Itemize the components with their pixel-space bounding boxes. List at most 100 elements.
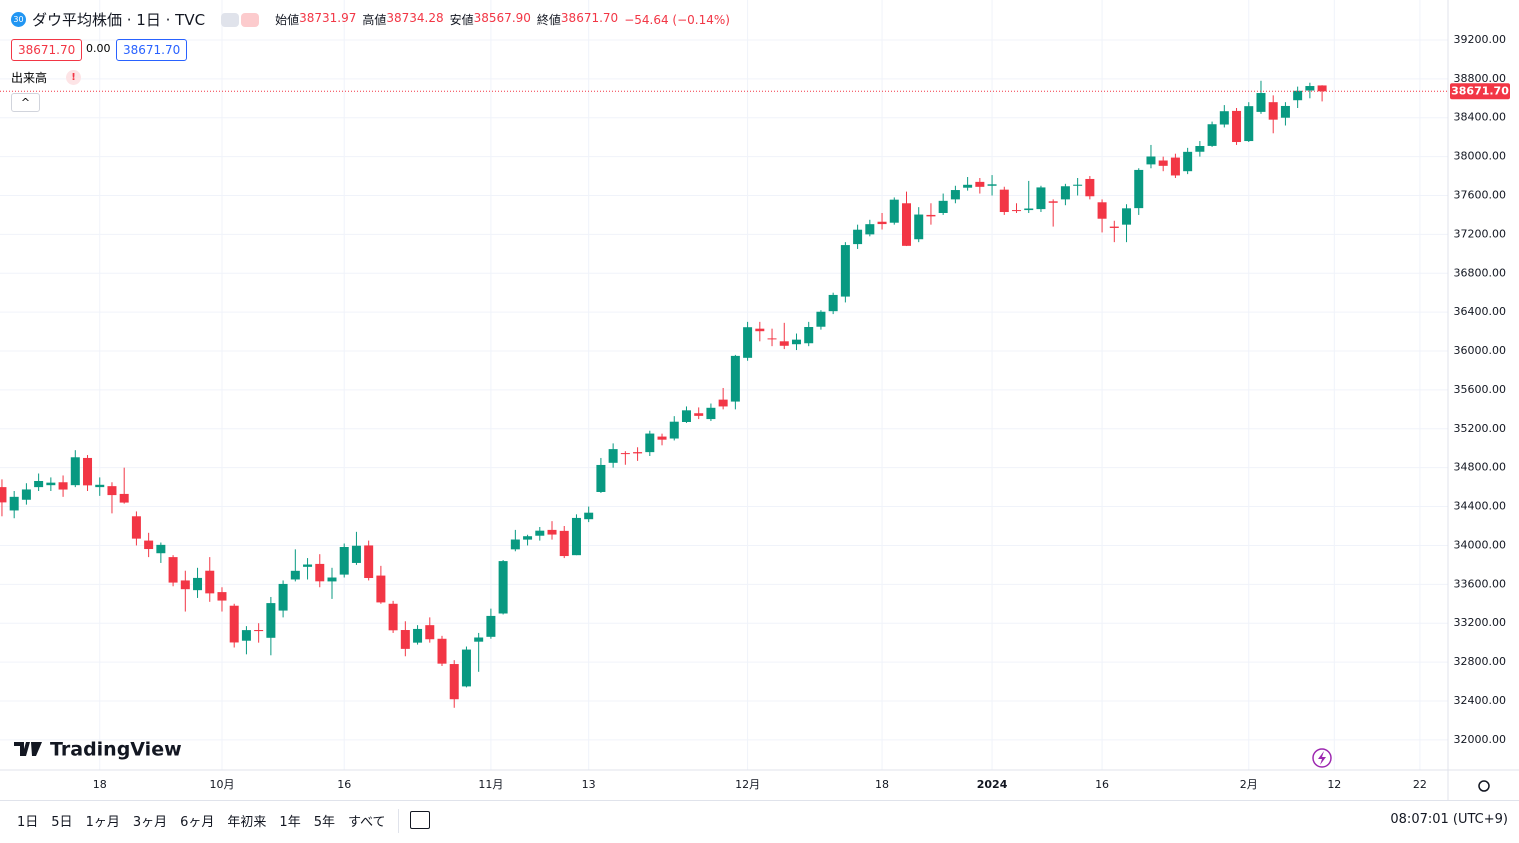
x-tick-label: 2024	[977, 778, 1008, 791]
price-box[interactable]: 38671.70	[116, 39, 188, 61]
candle-body	[1122, 208, 1132, 225]
candle-body	[474, 637, 484, 642]
candle-body	[0, 487, 7, 503]
candle-body	[1036, 187, 1046, 210]
candle-body	[999, 189, 1009, 213]
settings-icon[interactable]	[1478, 780, 1490, 792]
candle-body	[975, 181, 985, 187]
candle-body	[877, 221, 887, 225]
candle-body	[21, 489, 31, 500]
candle-body	[290, 570, 300, 580]
toggle[interactable]	[241, 12, 260, 27]
candle-body	[938, 200, 948, 213]
candle-body	[95, 484, 105, 488]
candle-body	[510, 539, 520, 550]
range-button[interactable]: 1年	[279, 815, 301, 830]
bottom-toolbar: 1日 5日 1ヶ月 3ヶ月 6ヶ月 年初来 1年 5年 すべて 08:07:01 (UTC+9)	[0, 800, 1519, 843]
warning-icon[interactable]: !	[66, 70, 81, 85]
date-range-icon[interactable]	[410, 811, 430, 829]
price-box[interactable]: 38671.70	[11, 39, 83, 61]
candle-body	[596, 464, 606, 492]
ohlc-label: 始値	[275, 13, 300, 27]
candle-body	[1293, 90, 1303, 101]
y-tick-label: 36400.00	[1454, 305, 1507, 318]
x-tick-label: 10月	[209, 778, 234, 791]
x-tick-label: 13	[582, 778, 596, 791]
candle-body	[816, 311, 826, 327]
candle-body	[34, 480, 44, 488]
candle-body	[1256, 93, 1266, 112]
toggle[interactable]	[221, 12, 240, 27]
candle-body	[926, 214, 936, 217]
candle-body	[168, 557, 178, 583]
range-button[interactable]: すべて	[347, 815, 386, 830]
candle-body	[987, 184, 997, 186]
candle-body	[1170, 157, 1180, 176]
candle-body	[376, 575, 386, 603]
lightning-icon[interactable]	[1312, 748, 1332, 768]
symbol-title[interactable]: ダウ平均株価 · 1日 · TVC	[32, 11, 206, 29]
range-buttons: 1日 5日 1ヶ月 3ヶ月 6ヶ月 年初来 1年 5年 すべて	[17, 811, 386, 830]
last-price-label: 38671.70	[1451, 84, 1509, 97]
ohlc-label: 終値	[536, 13, 561, 27]
range-button[interactable]: 6ヶ月	[180, 815, 215, 830]
y-tick-label: 34400.00	[1454, 500, 1507, 513]
candle-body	[1195, 146, 1205, 152]
y-tick-label: 38000.00	[1454, 150, 1507, 163]
candle-body	[828, 294, 838, 312]
candle-body	[608, 449, 618, 463]
range-button[interactable]: 5年	[313, 815, 335, 830]
candle-body	[1317, 85, 1327, 92]
volume-label[interactable]: 出来高	[11, 71, 48, 85]
x-tick-label: 22	[1413, 778, 1427, 791]
y-tick-label: 32400.00	[1454, 694, 1507, 707]
candle-body	[364, 545, 374, 579]
candle-body	[681, 410, 691, 422]
x-tick-label: 2月	[1240, 778, 1258, 791]
candle-body	[1109, 226, 1119, 228]
candle-body	[193, 577, 203, 591]
candle-body	[1158, 160, 1168, 166]
legend-header: 30 ダウ平均株価 · 1日 · TVC 始値 38731.97 高値 38734.2…	[11, 9, 730, 30]
x-tick-label: 12月	[735, 778, 760, 791]
ohlc-label: 高値	[362, 13, 387, 27]
range-button[interactable]: 5日	[51, 815, 73, 830]
candle-body	[706, 407, 716, 420]
spread: 0.00	[86, 42, 111, 55]
candle-body	[1183, 151, 1193, 172]
candle-body	[547, 529, 557, 535]
candle-body	[1097, 202, 1107, 219]
y-tick-label: 35600.00	[1454, 383, 1507, 396]
lightning-glyph	[1318, 751, 1326, 765]
y-tick-label: 34800.00	[1454, 461, 1507, 474]
candle-body	[791, 339, 801, 345]
candle-body	[1207, 124, 1217, 146]
candle-body	[633, 452, 643, 454]
candle-body	[1219, 111, 1229, 125]
y-tick-label: 32800.00	[1454, 655, 1507, 668]
range-button[interactable]: 1日	[17, 815, 39, 830]
range-button[interactable]: 年初来	[227, 815, 267, 830]
candle-body	[315, 563, 325, 582]
last-price-tag	[1450, 83, 1510, 100]
candle-body	[730, 355, 740, 402]
candle-body	[535, 530, 545, 536]
candle-body	[1048, 201, 1058, 203]
candle-body	[388, 603, 398, 631]
price-change: −54.64 (−0.14%)	[624, 12, 730, 27]
range-button[interactable]: 1ヶ月	[85, 815, 120, 830]
y-tick-label: 38400.00	[1454, 111, 1507, 124]
collapse-button[interactable]: ^	[11, 93, 40, 112]
candle-body	[449, 664, 459, 700]
candle-body	[963, 184, 973, 188]
clock[interactable]: 08:07:01 (UTC+9)	[1390, 812, 1508, 827]
x-tick-label: 12	[1327, 778, 1341, 791]
candle-body	[1024, 208, 1034, 211]
candle-body	[523, 536, 533, 540]
candle-body	[1085, 178, 1095, 197]
range-button[interactable]: 3ヶ月	[132, 815, 168, 830]
candle-body	[254, 630, 264, 632]
candle-body	[865, 224, 875, 235]
ohlc-values: 始値 38731.97 高値 38734.28 安値 38567.90 終値 38671.70	[275, 11, 624, 28]
